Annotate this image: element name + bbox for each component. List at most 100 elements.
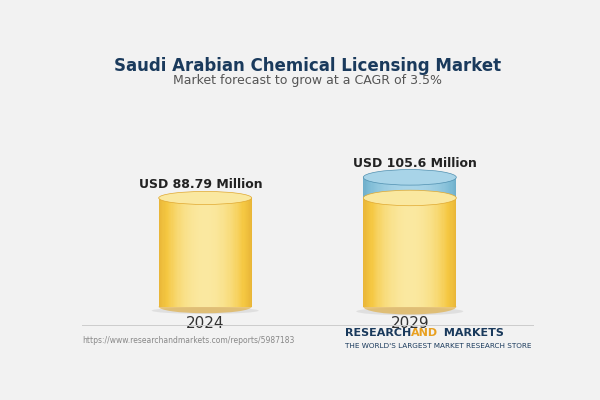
Polygon shape	[376, 177, 377, 198]
Polygon shape	[368, 177, 369, 198]
Polygon shape	[386, 177, 388, 198]
Polygon shape	[418, 198, 419, 307]
Polygon shape	[178, 198, 179, 307]
Polygon shape	[451, 198, 452, 307]
Polygon shape	[224, 198, 225, 307]
Polygon shape	[426, 177, 427, 198]
Polygon shape	[438, 198, 439, 307]
Polygon shape	[202, 198, 203, 307]
Polygon shape	[454, 198, 455, 307]
Ellipse shape	[364, 299, 457, 314]
Polygon shape	[197, 198, 198, 307]
Polygon shape	[246, 198, 247, 307]
Polygon shape	[240, 198, 241, 307]
Text: USD 88.79 Million: USD 88.79 Million	[139, 178, 262, 190]
Polygon shape	[379, 177, 380, 198]
Polygon shape	[365, 177, 367, 198]
Polygon shape	[375, 177, 376, 198]
Polygon shape	[373, 198, 374, 307]
Polygon shape	[369, 198, 370, 307]
Polygon shape	[409, 177, 410, 198]
Polygon shape	[394, 198, 395, 307]
Polygon shape	[168, 198, 169, 307]
Polygon shape	[386, 198, 388, 307]
Polygon shape	[195, 198, 196, 307]
Polygon shape	[421, 177, 422, 198]
Polygon shape	[232, 198, 233, 307]
Ellipse shape	[158, 192, 252, 204]
Polygon shape	[449, 177, 451, 198]
Polygon shape	[404, 177, 405, 198]
Polygon shape	[415, 177, 416, 198]
Polygon shape	[172, 198, 173, 307]
Polygon shape	[427, 198, 428, 307]
Polygon shape	[166, 198, 167, 307]
Polygon shape	[250, 198, 251, 307]
Polygon shape	[199, 198, 200, 307]
Polygon shape	[437, 198, 438, 307]
Polygon shape	[383, 177, 384, 198]
Polygon shape	[380, 198, 381, 307]
Polygon shape	[440, 177, 441, 198]
Polygon shape	[371, 177, 373, 198]
Polygon shape	[365, 198, 367, 307]
Polygon shape	[413, 198, 415, 307]
Polygon shape	[219, 198, 220, 307]
Polygon shape	[453, 198, 454, 307]
Polygon shape	[396, 198, 397, 307]
Polygon shape	[210, 198, 211, 307]
Polygon shape	[248, 198, 250, 307]
Polygon shape	[179, 198, 181, 307]
Text: 2029: 2029	[391, 316, 429, 331]
Polygon shape	[187, 198, 188, 307]
Text: 2024: 2024	[186, 316, 224, 331]
Polygon shape	[431, 198, 432, 307]
Polygon shape	[182, 198, 183, 307]
Polygon shape	[416, 198, 417, 307]
Polygon shape	[211, 198, 212, 307]
Polygon shape	[422, 198, 424, 307]
Polygon shape	[430, 177, 431, 198]
Polygon shape	[189, 198, 190, 307]
Polygon shape	[443, 198, 445, 307]
Polygon shape	[421, 198, 422, 307]
Polygon shape	[451, 177, 452, 198]
Polygon shape	[377, 177, 379, 198]
Polygon shape	[449, 198, 451, 307]
Polygon shape	[428, 198, 430, 307]
Polygon shape	[374, 177, 375, 198]
Text: RESEARCH: RESEARCH	[344, 328, 415, 338]
Polygon shape	[389, 177, 390, 198]
Polygon shape	[235, 198, 236, 307]
Polygon shape	[426, 198, 427, 307]
Polygon shape	[420, 177, 421, 198]
Polygon shape	[424, 177, 425, 198]
Polygon shape	[218, 198, 219, 307]
Polygon shape	[374, 198, 375, 307]
Text: https://www.researchandmarkets.com/reports/5987183: https://www.researchandmarkets.com/repor…	[82, 336, 295, 345]
Polygon shape	[394, 177, 395, 198]
Polygon shape	[212, 198, 214, 307]
Polygon shape	[409, 198, 410, 307]
Polygon shape	[452, 177, 453, 198]
Polygon shape	[162, 198, 163, 307]
Polygon shape	[209, 198, 210, 307]
Polygon shape	[437, 177, 438, 198]
Polygon shape	[441, 177, 442, 198]
Polygon shape	[384, 198, 385, 307]
Polygon shape	[453, 177, 454, 198]
Polygon shape	[217, 198, 218, 307]
Polygon shape	[392, 198, 394, 307]
Polygon shape	[395, 177, 396, 198]
Polygon shape	[401, 177, 403, 198]
Polygon shape	[161, 198, 162, 307]
Polygon shape	[388, 177, 389, 198]
Polygon shape	[410, 177, 411, 198]
Polygon shape	[382, 177, 383, 198]
Polygon shape	[446, 177, 447, 198]
Polygon shape	[430, 198, 431, 307]
Polygon shape	[433, 198, 434, 307]
Polygon shape	[193, 198, 194, 307]
Polygon shape	[416, 177, 417, 198]
Polygon shape	[376, 198, 377, 307]
